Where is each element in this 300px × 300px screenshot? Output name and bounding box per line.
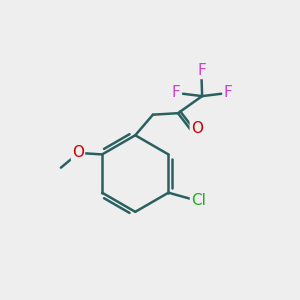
Text: F: F: [197, 63, 206, 78]
Text: F: F: [172, 85, 180, 100]
Text: O: O: [191, 121, 203, 136]
Text: F: F: [224, 85, 233, 100]
Text: O: O: [72, 145, 84, 160]
Text: Cl: Cl: [191, 194, 206, 208]
